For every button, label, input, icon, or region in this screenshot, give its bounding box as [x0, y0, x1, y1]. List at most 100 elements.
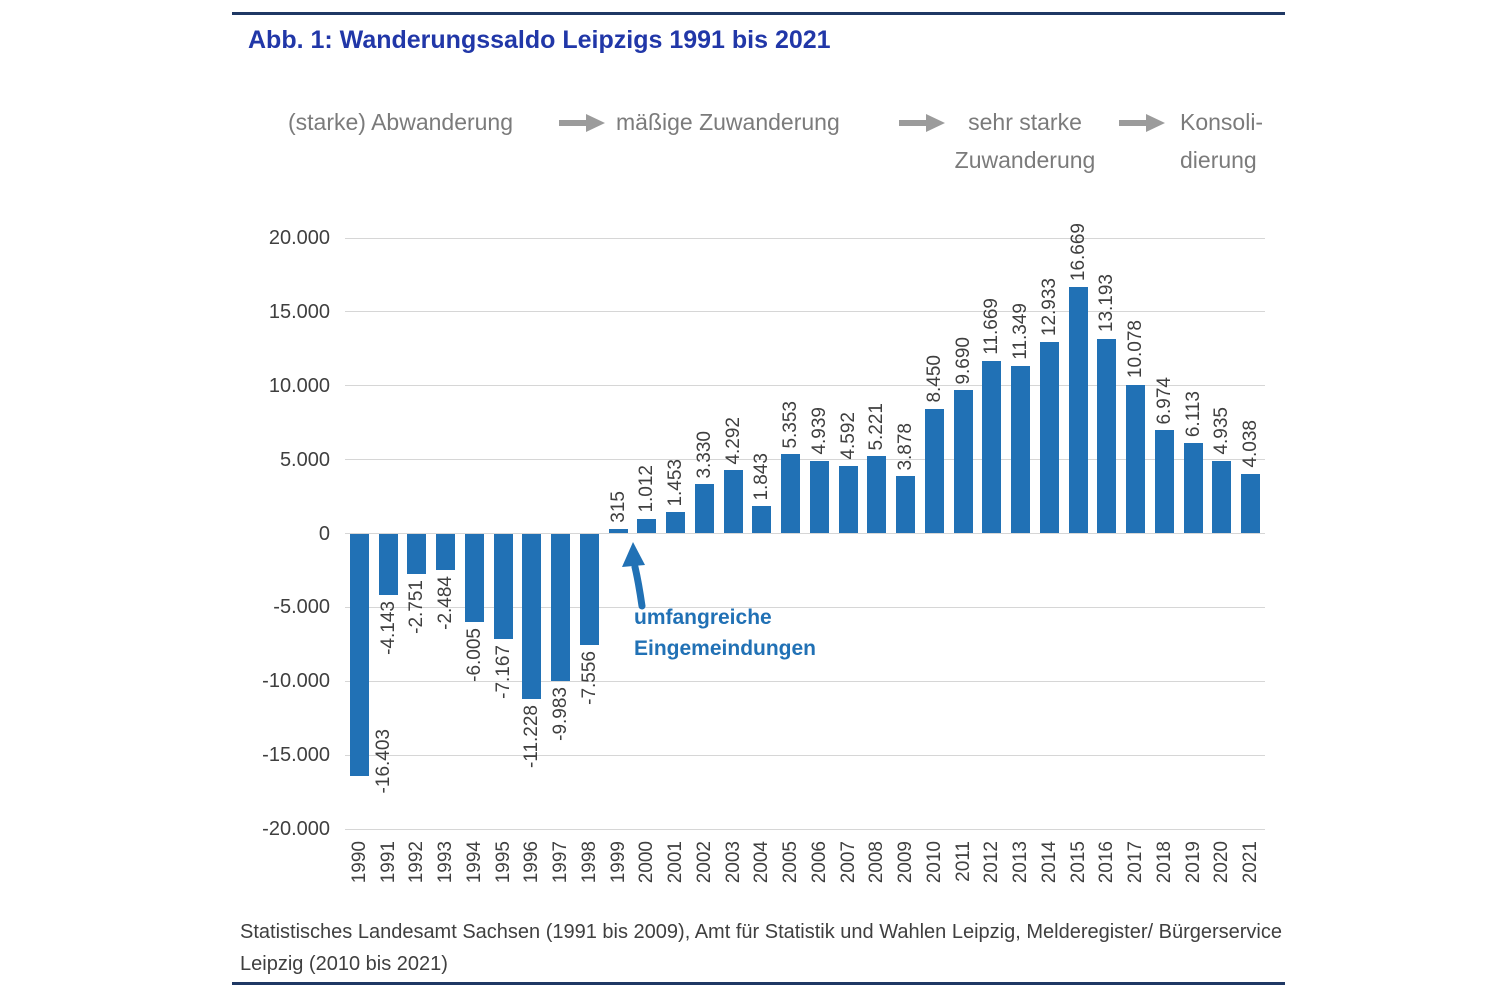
bar-2016	[1097, 338, 1117, 534]
bar-value-label: 6.974	[1153, 376, 1175, 425]
bar-1995	[493, 533, 513, 640]
x-axis-tick-label: 1997	[550, 841, 572, 884]
bar-2018	[1154, 430, 1174, 534]
gridline	[345, 459, 1265, 461]
phase-label-sehr-starke-zuwanderung: sehr starke Zuwanderung	[945, 103, 1105, 179]
bar-value-label: 9.690	[952, 336, 974, 385]
x-axis-tick-label: 1996	[521, 841, 543, 884]
bar-value-label: -7.556	[578, 651, 600, 705]
phase-label-line: sehr starke	[968, 109, 1082, 135]
bar-value-label: 4.038	[1240, 420, 1262, 468]
bar-value-label: -16.403	[372, 728, 394, 794]
source-line: Statistisches Landesamt Sachsen (1991 bi…	[240, 921, 1283, 943]
bar-value-label: -6.005	[463, 628, 485, 683]
bar-value-label: -9.983	[550, 686, 572, 741]
bar-2007	[838, 465, 858, 534]
gridline	[345, 311, 1265, 313]
bar-value-label: 10.078	[1125, 320, 1147, 379]
y-axis-tick-label: -5.000	[273, 596, 330, 619]
bar-value-label: -2.751	[406, 580, 428, 635]
x-axis-tick-label: 2007	[837, 841, 859, 884]
bar-value-label: 16.669	[1067, 223, 1089, 282]
gridline	[345, 533, 1265, 534]
x-axis-tick-label: 2009	[895, 841, 917, 884]
plot-area: -16.403 -4.143 -2.751 -2.484 -6.005 -7.167 -11…	[345, 223, 1265, 830]
bar-2008	[867, 456, 887, 534]
phase-label-line: Konsoli-	[1180, 109, 1264, 135]
bar-2006	[809, 460, 829, 534]
bar-2020	[1212, 460, 1232, 534]
bar-value-label: 1.012	[636, 465, 658, 513]
bar-value-label: 4.939	[808, 406, 830, 455]
y-axis-tick-label: -20.000	[262, 818, 330, 840]
bar-value-label: -11.228	[521, 705, 543, 769]
bar-value-label: 3.878	[895, 422, 917, 471]
bar-2005	[781, 454, 801, 534]
y-axis-tick-label: -10.000	[262, 670, 330, 693]
bar-1997	[551, 533, 571, 681]
x-axis-tick-label: 1999	[607, 841, 629, 884]
bar-value-label: -7.167	[492, 645, 514, 700]
bar-2014	[1039, 342, 1059, 534]
x-axis-tick-label: 2010	[923, 841, 945, 884]
bar-value-label: 315	[607, 491, 629, 523]
bar-value-label: 1.843	[751, 452, 773, 501]
x-axis-tick-label: 2006	[808, 841, 830, 884]
bar-value-label: 4.592	[837, 412, 859, 460]
x-axis-tick-label: 2003	[722, 841, 744, 884]
bar-1994	[464, 533, 484, 623]
x-axis-tick-label: 2014	[1038, 841, 1060, 884]
gridline	[345, 680, 1265, 682]
annotation-line: Eingemeindungen	[634, 637, 817, 660]
bar-value-label: -2.484	[435, 576, 457, 631]
bar-1992	[407, 533, 427, 575]
bar-value-label: -4.143	[377, 600, 399, 655]
x-axis-labels: 1990 1991 1992 1993 1994 1995 1996 1997 1998 1999…	[345, 841, 1265, 911]
x-axis-tick-label: 2016	[1096, 841, 1118, 884]
phase-label-maessige-zuwanderung: mäßige Zuwanderung	[616, 109, 840, 135]
phase-label-line: Zuwanderung	[954, 147, 1096, 173]
bar-1996	[522, 533, 542, 700]
top-divider	[232, 12, 1285, 15]
gridline	[345, 828, 1265, 830]
gridline	[345, 385, 1265, 387]
annotation-text: umfangreiche Eingemeindungen	[634, 602, 816, 664]
y-axis-tick-label: 5.000	[279, 448, 330, 471]
gridline	[345, 606, 1265, 608]
x-axis-tick-label: 2015	[1067, 841, 1089, 884]
phase-arrow-icon	[1119, 114, 1165, 132]
bar-value-label: 13.193	[1096, 274, 1118, 333]
annotation-arrow-icon	[622, 542, 646, 610]
bar-value-label: 11.349	[1010, 303, 1032, 360]
source-line: Leipzig (2010 bis 2021)	[240, 953, 448, 975]
bar-2015	[1068, 287, 1088, 534]
x-axis-tick-label: 1990	[348, 841, 370, 884]
bar-value-label: 8.450	[923, 355, 945, 403]
phase-label-line: dierung	[1180, 147, 1257, 173]
bar-2017	[1126, 384, 1146, 534]
annotation-line: umfangreiche	[634, 606, 772, 629]
bar-1991	[378, 533, 398, 595]
bar-2012	[982, 361, 1002, 534]
bar-2021	[1241, 473, 1261, 534]
x-axis-tick-label: 2018	[1153, 841, 1175, 884]
bar-value-label: 5.353	[780, 400, 802, 449]
x-axis-tick-label: 2002	[693, 841, 715, 884]
x-axis-tick-label: 2004	[751, 841, 773, 884]
x-axis-tick-label: 1993	[435, 841, 457, 884]
bar-1999	[608, 528, 628, 534]
y-axis-tick-label: 10.000	[268, 374, 330, 397]
source-note: Statistisches Landesamt Sachsen (1991 bi…	[240, 916, 1300, 980]
bar-value-label: 6.113	[1182, 391, 1204, 438]
figure-title: Abb. 1: Wanderungssaldo Leipzigs 1991 bi…	[248, 26, 831, 54]
x-axis-tick-label: 2008	[866, 841, 888, 884]
phase-arrow-icon	[559, 114, 605, 132]
bar-value-label: 4.292	[722, 416, 744, 465]
x-axis-tick-label: 2020	[1211, 841, 1233, 884]
bar-1993	[436, 533, 456, 571]
bar-2009	[896, 476, 916, 534]
x-axis-tick-label: 1991	[377, 841, 399, 884]
bar-2002	[694, 484, 714, 534]
phase-arrow-icon	[899, 114, 945, 132]
bar-value-label: 11.669	[981, 298, 1003, 356]
